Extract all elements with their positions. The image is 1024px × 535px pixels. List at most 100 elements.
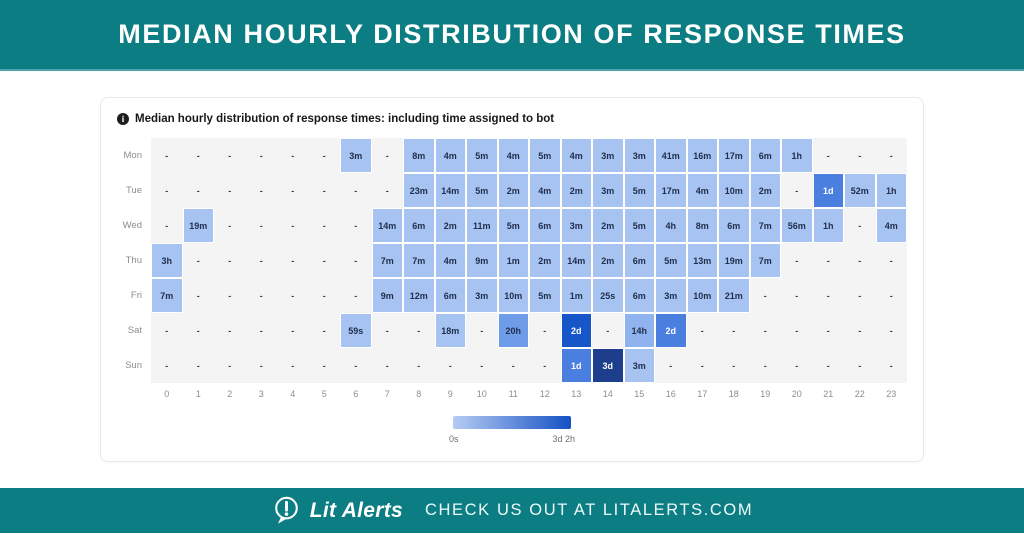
x-axis-tick: 14 (602, 389, 613, 399)
heatmap-cell: 10m (497, 278, 529, 313)
header-banner: MEDIAN HOURLY DISTRIBUTION OF RESPONSE T… (0, 0, 1024, 71)
heatmap-cell: - (182, 278, 214, 313)
heatmap-cell: - (781, 173, 813, 208)
heatmap-cell: 7m (151, 278, 183, 313)
heatmap-cell: 4m (875, 208, 907, 243)
x-axis-tick: 20 (791, 389, 802, 399)
heatmap-cell: - (308, 278, 340, 313)
heatmap-row: Sat - - - - - -59s - -18m -20h -2d -14h 2d - - - - - - - (117, 313, 907, 348)
heatmap-cell: 14m (560, 243, 592, 278)
heatmap-cell: 5m (529, 138, 561, 173)
heatmap-cell: 5m (466, 173, 498, 208)
heatmap-row: Wed -19m - - - - -14m 6m 2m 11m 5m 6m 3m 2m 5m 4h 8m 6m 7m… (117, 208, 907, 243)
heatmap-cell: - (277, 348, 309, 383)
heatmap-cell: 2d (560, 313, 592, 348)
heatmap-cell: 5m (466, 138, 498, 173)
heatmap-cell: 59s (340, 313, 372, 348)
heatmap-cell: - (812, 138, 844, 173)
heatmap-cell: - (340, 278, 372, 313)
heatmap-cell: - (749, 313, 781, 348)
heatmap-cell: - (277, 138, 309, 173)
heatmap-cell: 5m (497, 208, 529, 243)
x-axis: 0 1 2 3 4 5 6 7 8 9 10 11 12 13 14 15 16 17 18 19 20 21 22 23 (117, 385, 907, 405)
heatmap-cell: 4m (434, 243, 466, 278)
heatmap-cell: 3m (466, 278, 498, 313)
heatmap-cell: - (214, 173, 246, 208)
heatmap-cell: 7m (403, 243, 435, 278)
x-axis-tick: 7 (384, 389, 390, 399)
heatmap-cell: 3m (560, 208, 592, 243)
heatmap-cell: - (340, 208, 372, 243)
heatmap-cell: - (308, 138, 340, 173)
heatmap-cell: 25s (592, 278, 624, 313)
card-heading-text: Median hourly distribution of response t… (135, 113, 555, 125)
x-axis-tick: 4 (290, 389, 296, 399)
heatmap-cell: - (245, 173, 277, 208)
heatmap-cell: 14h (623, 313, 655, 348)
heatmap-cell: 2m (592, 243, 624, 278)
heatmap-cell: - (182, 348, 214, 383)
heatmap-cell: - (182, 313, 214, 348)
heatmap-cell: - (875, 278, 907, 313)
heatmap-cell: - (182, 173, 214, 208)
heatmap-cell: 6m (749, 138, 781, 173)
day-label: Sun (125, 360, 142, 371)
heatmap-cell: - (214, 278, 246, 313)
heatmap-cell: 19m (718, 243, 750, 278)
heatmap-cell: 56m (781, 208, 813, 243)
heatmap-cell: 3m (623, 138, 655, 173)
heatmap-cell: 3m (592, 173, 624, 208)
x-axis-tick: 6 (353, 389, 359, 399)
heatmap-cell: 6m (434, 278, 466, 313)
heatmap-cell: - (812, 348, 844, 383)
heatmap-cell: 9m (371, 278, 403, 313)
heatmap-cell: 3m (592, 138, 624, 173)
heatmap-cell: 2m (749, 173, 781, 208)
heatmap-cell: 14m (434, 173, 466, 208)
heatmap-cell: 3d (592, 348, 624, 383)
x-axis-tick: 15 (634, 389, 645, 399)
heatmap-cell: - (182, 138, 214, 173)
x-axis-tick: 5 (321, 389, 327, 399)
heatmap-cell: - (403, 348, 435, 383)
heatmap-cell: - (781, 278, 813, 313)
heatmap-cell: 3m (655, 278, 687, 313)
heatmap-row: Tue - - - - - - - -23m 14m 5m 2m 4m 2m 3m 5m 17m 4m 10m 2m -… (117, 173, 907, 208)
heatmap-cell: 1m (497, 243, 529, 278)
heatmap-cell: - (245, 348, 277, 383)
brand: Lit Alerts (271, 495, 403, 526)
heatmap-cell: - (308, 173, 340, 208)
x-axis-tick: 3 (258, 389, 264, 399)
heatmap-cell: - (781, 348, 813, 383)
heatmap-cell: 11m (466, 208, 498, 243)
heatmap-cell: - (245, 278, 277, 313)
heatmap-cell: - (214, 348, 246, 383)
main-area: i Median hourly distribution of response… (0, 71, 1024, 488)
day-label: Mon (123, 150, 142, 161)
x-axis-tick: 17 (697, 389, 708, 399)
heatmap-cell: - (812, 243, 844, 278)
x-axis-tick: 8 (416, 389, 422, 399)
heatmap-cell: 5m (623, 208, 655, 243)
heatmap-cell: 4m (434, 138, 466, 173)
heatmap-cell: - (277, 208, 309, 243)
heatmap-cell: - (214, 313, 246, 348)
heatmap-cell: - (749, 348, 781, 383)
x-axis-tick: 23 (886, 389, 897, 399)
heatmap-cell: - (497, 348, 529, 383)
heatmap-cell: 6m (623, 243, 655, 278)
heatmap-cell: 10m (686, 278, 718, 313)
heatmap-cell: - (277, 313, 309, 348)
x-axis-tick: 12 (539, 389, 550, 399)
heatmap-cell: 8m (686, 208, 718, 243)
heatmap-row: Mon - - - - - -3m -8m 4m 5m 4m 5m 4m 3m 3m 41m 16m 17m 6m 1… (117, 138, 907, 173)
heatmap-row: Fri 7m - - - - - -9m 12m 6m 3m 10m 5m 1m 25s 6m 3m 10m 21m… (117, 278, 907, 313)
x-axis-tick: 16 (665, 389, 676, 399)
heatmap-cell: 1h (812, 208, 844, 243)
card-heading: i Median hourly distribution of response… (117, 113, 907, 125)
heatmap-cell: - (403, 313, 435, 348)
heatmap-cell: 6m (623, 278, 655, 313)
heatmap-cell: - (434, 348, 466, 383)
heatmap-cell: - (340, 348, 372, 383)
heatmap-cell: - (308, 243, 340, 278)
